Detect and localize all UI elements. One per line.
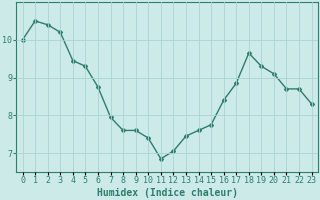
X-axis label: Humidex (Indice chaleur): Humidex (Indice chaleur): [97, 188, 237, 198]
